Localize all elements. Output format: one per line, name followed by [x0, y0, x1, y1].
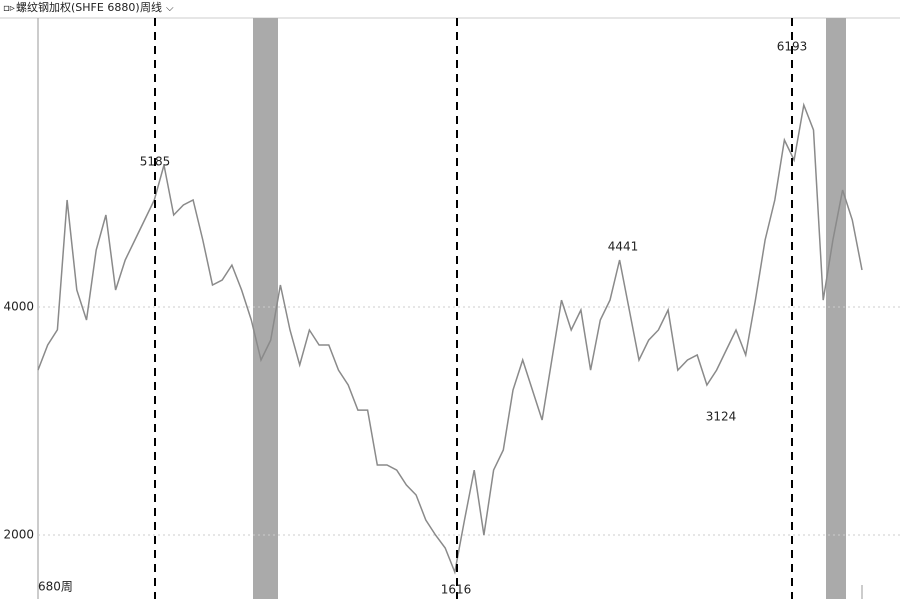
- shaded-band: [253, 18, 278, 599]
- price-line: [37, 102, 863, 575]
- price-annotation: 4441: [608, 240, 639, 254]
- y-tick-label: 2000: [3, 528, 34, 542]
- period-dropdown-icon[interactable]: ⌵: [166, 3, 174, 14]
- bar-count: 680周: [38, 580, 73, 594]
- y-tick-label: 4000: [3, 300, 34, 314]
- price-annotation: 5185: [140, 155, 171, 169]
- instrument-title: 螺纹钢加权(SHFE 6880): [16, 0, 140, 14]
- header-icon: ▫▹: [3, 3, 15, 14]
- shaded-band: [826, 18, 846, 599]
- price-annotation: 3124: [706, 410, 737, 424]
- grid: [38, 306, 900, 536]
- price-annotation: 1616: [441, 583, 472, 597]
- period-selector[interactable]: 周线: [140, 0, 162, 14]
- plot: [37, 102, 863, 575]
- price-annotation: 6193: [777, 40, 808, 54]
